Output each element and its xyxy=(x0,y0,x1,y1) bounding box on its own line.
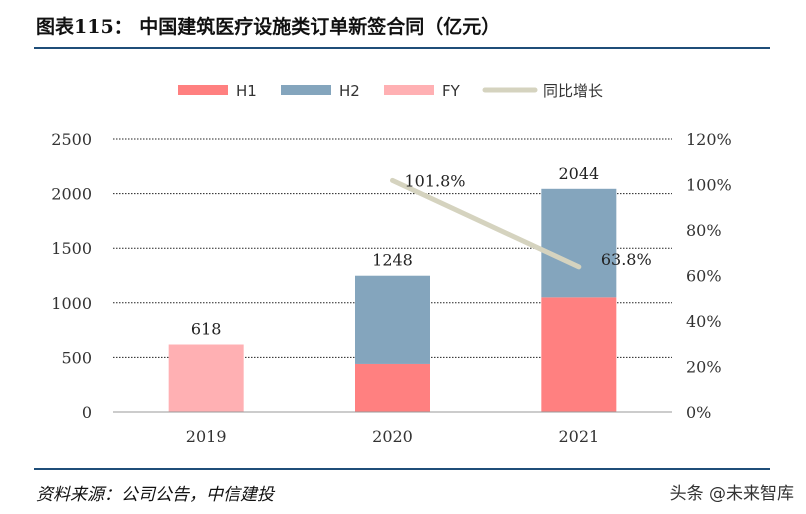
total-label: 1248 xyxy=(372,251,413,270)
x-tick-label: 2020 xyxy=(372,427,413,446)
y-left-tick-label: 2000 xyxy=(51,185,92,204)
page-title: 图表115： 中国建筑医疗设施类订单新签合同（亿元） xyxy=(36,16,501,38)
bar-fy xyxy=(168,344,244,412)
source-note: 资料来源：公司公告，中信建投 xyxy=(36,485,274,505)
y-right-tick-label: 60% xyxy=(686,267,722,286)
bars xyxy=(168,188,617,412)
watermark: 头条 @未来智库 xyxy=(669,484,794,504)
total-label: 618 xyxy=(191,320,222,339)
y-right-tick-label: 0% xyxy=(686,403,711,422)
axes: 0 500 1000 1500 2000 2500 0% 20% 40% 60% 80% 100% 12… xyxy=(51,130,731,446)
growth-label: 63.8% xyxy=(601,250,652,269)
source-divider xyxy=(34,468,770,470)
legend-label: H2 xyxy=(339,82,360,100)
data-labels: 618 1248 2044 101.8% 63.8% xyxy=(191,164,652,339)
legend-swatch-fy xyxy=(384,85,434,95)
growth-line-path xyxy=(390,177,582,270)
growth-line xyxy=(390,177,582,270)
legend: H1 H2 FY 同比增长 xyxy=(178,82,603,100)
legend-swatch-h2 xyxy=(281,85,331,95)
y-right-tick-label: 100% xyxy=(686,176,732,195)
bar-h1 xyxy=(355,363,430,412)
bar-h2 xyxy=(355,275,430,364)
bar-h2 xyxy=(541,188,617,298)
legend-label: FY xyxy=(442,82,461,100)
bar-h1 xyxy=(541,297,617,412)
title-divider xyxy=(34,47,770,49)
total-label: 2044 xyxy=(558,164,599,183)
legend-swatch-h1 xyxy=(178,85,228,95)
y-left-tick-label: 1000 xyxy=(51,294,92,313)
growth-label: 101.8% xyxy=(405,171,466,190)
x-tick-label: 2019 xyxy=(186,427,227,446)
y-right-tick-label: 80% xyxy=(686,221,722,240)
x-tick-label: 2021 xyxy=(558,427,599,446)
legend-label: H1 xyxy=(236,82,257,100)
y-left-tick-label: 500 xyxy=(61,348,92,367)
y-right-tick-label: 120% xyxy=(686,130,732,149)
y-left-tick-label: 1500 xyxy=(51,239,92,258)
y-right-tick-label: 20% xyxy=(686,358,722,377)
y-right-tick-label: 40% xyxy=(686,312,722,331)
y-left-tick-label: 0 xyxy=(82,403,92,422)
legend-label: 同比增长 xyxy=(543,82,603,100)
y-left-tick-label: 2500 xyxy=(51,130,92,149)
